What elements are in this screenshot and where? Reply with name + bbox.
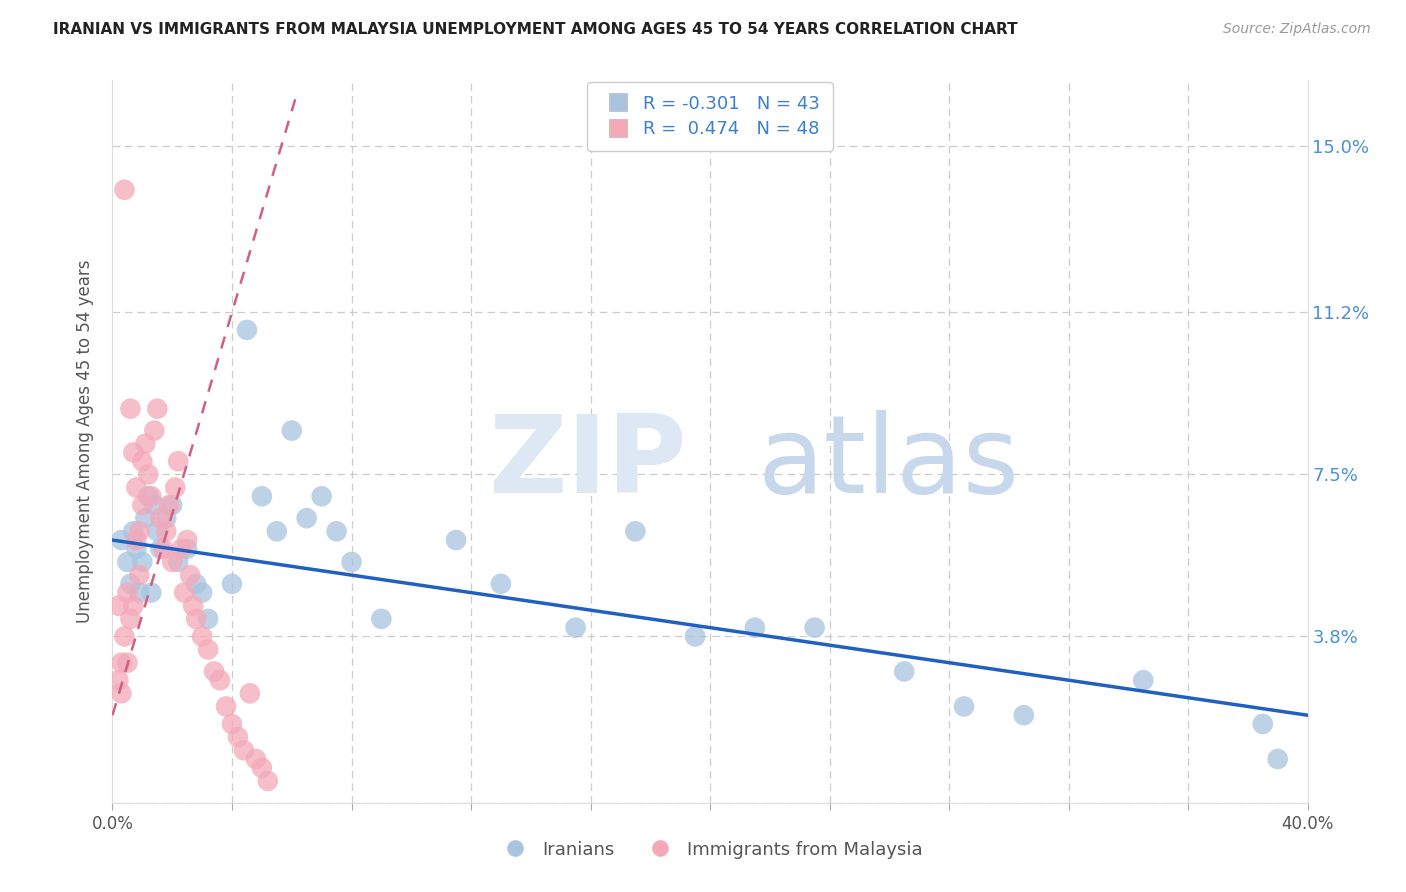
Point	[1132, 673, 1154, 688]
Point	[683, 629, 706, 643]
Point	[245, 752, 267, 766]
Point	[176, 541, 198, 556]
Point	[167, 555, 190, 569]
Text: ZIP: ZIP	[488, 410, 686, 516]
Text: Source: ZipAtlas.com: Source: ZipAtlas.com	[1223, 22, 1371, 37]
Point	[893, 665, 915, 679]
Point	[157, 498, 180, 512]
Point	[131, 555, 153, 569]
Point	[128, 524, 150, 539]
Point	[141, 489, 163, 503]
Point	[444, 533, 467, 547]
Point	[250, 489, 273, 503]
Point	[1251, 717, 1274, 731]
Point	[117, 656, 139, 670]
Point	[128, 585, 150, 599]
Point	[624, 524, 647, 539]
Point	[122, 599, 145, 613]
Point	[170, 541, 193, 556]
Point	[191, 629, 214, 643]
Point	[110, 686, 132, 700]
Point	[114, 629, 135, 643]
Point	[215, 699, 238, 714]
Point	[191, 585, 214, 599]
Point	[107, 599, 129, 613]
Text: IRANIAN VS IMMIGRANTS FROM MALAYSIA UNEMPLOYMENT AMONG AGES 45 TO 54 YEARS CORRE: IRANIAN VS IMMIGRANTS FROM MALAYSIA UNEM…	[53, 22, 1018, 37]
Point	[143, 424, 166, 438]
Point	[1012, 708, 1035, 723]
Point	[176, 533, 198, 547]
Point	[167, 454, 190, 468]
Point	[564, 621, 586, 635]
Point	[162, 498, 183, 512]
Point	[146, 524, 169, 539]
Point	[117, 555, 139, 569]
Point	[197, 612, 219, 626]
Point	[131, 498, 153, 512]
Point	[250, 761, 273, 775]
Point	[107, 673, 129, 688]
Point	[117, 585, 139, 599]
Point	[236, 323, 259, 337]
Point	[162, 555, 183, 569]
Point	[134, 436, 156, 450]
Point	[239, 686, 262, 700]
Point	[110, 656, 132, 670]
Point	[138, 489, 160, 503]
Point	[173, 585, 195, 599]
Point	[266, 524, 288, 539]
Point	[122, 524, 145, 539]
Point	[953, 699, 976, 714]
Point	[149, 511, 172, 525]
Point	[257, 773, 280, 788]
Point	[149, 541, 172, 556]
Point	[744, 621, 766, 635]
Point	[281, 424, 304, 438]
Point	[325, 524, 347, 539]
Point	[146, 401, 169, 416]
Point	[155, 511, 177, 525]
Point	[143, 498, 166, 512]
Point	[197, 642, 219, 657]
Point	[202, 665, 225, 679]
Point	[1267, 752, 1289, 766]
Text: atlas: atlas	[758, 410, 1019, 516]
Point	[489, 577, 512, 591]
Point	[120, 577, 142, 591]
Point	[186, 577, 208, 591]
Point	[233, 743, 256, 757]
Point	[110, 533, 132, 547]
Legend: Iranians, Immigrants from Malaysia: Iranians, Immigrants from Malaysia	[491, 834, 929, 866]
Point	[370, 612, 392, 626]
Point	[141, 585, 163, 599]
Point	[181, 599, 204, 613]
Point	[122, 445, 145, 459]
Point	[221, 577, 243, 591]
Point	[221, 717, 243, 731]
Point	[209, 673, 232, 688]
Point	[165, 481, 187, 495]
Point	[155, 524, 177, 539]
Point	[340, 555, 363, 569]
Point	[152, 541, 174, 556]
Point	[134, 511, 156, 525]
Point	[803, 621, 825, 635]
Point	[128, 568, 150, 582]
Y-axis label: Unemployment Among Ages 45 to 54 years: Unemployment Among Ages 45 to 54 years	[76, 260, 94, 624]
Point	[226, 730, 249, 744]
Point	[125, 481, 148, 495]
Point	[186, 612, 208, 626]
Point	[120, 401, 142, 416]
Point	[138, 467, 160, 482]
Point	[125, 541, 148, 556]
Point	[295, 511, 318, 525]
Point	[114, 183, 135, 197]
Point	[120, 612, 142, 626]
Point	[179, 568, 201, 582]
Point	[125, 533, 148, 547]
Point	[131, 454, 153, 468]
Point	[311, 489, 333, 503]
